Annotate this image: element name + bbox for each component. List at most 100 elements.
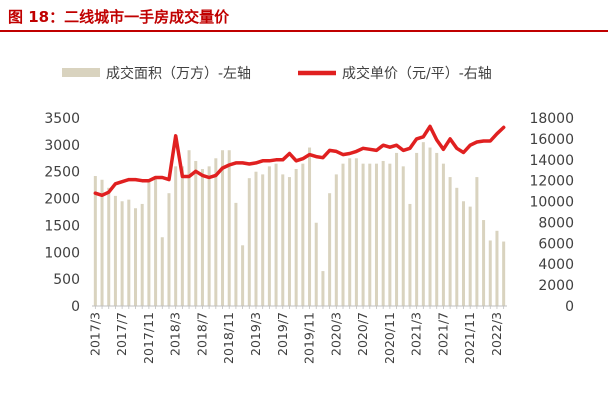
line-point bbox=[248, 163, 250, 165]
left-tick-label: 0 bbox=[71, 299, 80, 315]
bar bbox=[368, 163, 372, 306]
bar bbox=[154, 176, 158, 306]
bar bbox=[147, 179, 151, 306]
bar bbox=[448, 177, 452, 306]
line-point bbox=[355, 150, 357, 153]
bar bbox=[247, 178, 251, 306]
bar bbox=[334, 174, 338, 306]
legend-label-line: 成交单价（元/平）-右轴 bbox=[342, 65, 492, 82]
line-point bbox=[114, 183, 117, 185]
legend-swatch-bar bbox=[62, 68, 100, 77]
line-series bbox=[93, 124, 506, 198]
line-point bbox=[322, 157, 324, 159]
line-point bbox=[188, 175, 190, 178]
bar bbox=[134, 208, 138, 306]
bar bbox=[227, 150, 231, 306]
right-tick-label: 4000 bbox=[538, 257, 574, 273]
bar bbox=[167, 193, 171, 306]
bar bbox=[475, 177, 479, 306]
bar bbox=[120, 201, 124, 306]
x-tick-label: 2021/11 bbox=[462, 312, 477, 364]
bar bbox=[207, 166, 211, 306]
line-point bbox=[108, 191, 110, 193]
line-point bbox=[255, 162, 257, 164]
line-point bbox=[288, 152, 291, 155]
legend-label-bar: 成交面积（万方）-左轴 bbox=[106, 65, 251, 82]
line-point bbox=[362, 147, 364, 149]
bar bbox=[254, 171, 258, 306]
left-tick-label: 3500 bbox=[44, 111, 80, 127]
line-point bbox=[369, 148, 371, 150]
bar bbox=[267, 166, 271, 306]
line-point bbox=[476, 141, 478, 143]
bar bbox=[100, 179, 104, 306]
bar bbox=[408, 203, 412, 306]
bar bbox=[482, 220, 486, 306]
right-tick-label: 10000 bbox=[529, 195, 574, 211]
bar bbox=[348, 158, 352, 306]
bar bbox=[341, 163, 345, 306]
bar bbox=[113, 195, 117, 306]
right-tick-label: 2000 bbox=[538, 278, 574, 294]
line-point bbox=[134, 179, 137, 181]
line-point bbox=[489, 140, 491, 142]
line-point bbox=[154, 176, 157, 179]
line-point bbox=[422, 136, 424, 138]
line-point bbox=[141, 180, 143, 182]
bar bbox=[261, 174, 265, 306]
bar bbox=[401, 166, 405, 306]
x-tick-label: 2020/11 bbox=[382, 312, 397, 364]
x-tick-label: 2019/11 bbox=[302, 312, 317, 364]
left-tick-label: 3000 bbox=[44, 138, 80, 154]
right-tick-label: 16000 bbox=[529, 132, 574, 148]
bar bbox=[468, 206, 472, 306]
bar bbox=[388, 163, 392, 306]
legend: 成交面积（万方）-左轴 成交单价（元/平）-右轴 bbox=[62, 65, 492, 82]
line-point bbox=[242, 162, 244, 164]
left-tick-label: 1500 bbox=[44, 218, 80, 234]
price-line bbox=[93, 124, 506, 198]
right-tick-label: 8000 bbox=[538, 215, 574, 231]
bar bbox=[214, 158, 218, 306]
right-tick-label: 6000 bbox=[538, 236, 574, 252]
bar bbox=[301, 163, 305, 306]
x-tick-label: 2018/11 bbox=[221, 312, 236, 364]
bar bbox=[321, 271, 325, 306]
line-point bbox=[168, 179, 170, 181]
left-tick-label: 500 bbox=[53, 272, 80, 288]
bar-series bbox=[93, 142, 506, 306]
bar bbox=[415, 152, 419, 306]
bar bbox=[495, 230, 499, 306]
bar bbox=[241, 245, 245, 306]
bar bbox=[107, 187, 111, 306]
line-point bbox=[315, 156, 317, 158]
line-point bbox=[208, 176, 210, 179]
line-point bbox=[429, 125, 431, 127]
bar bbox=[180, 166, 184, 306]
line-point bbox=[382, 144, 384, 146]
line-point bbox=[456, 147, 458, 149]
line-point bbox=[221, 167, 224, 169]
bar bbox=[354, 158, 358, 306]
bar bbox=[308, 147, 312, 306]
left-tick-label: 2000 bbox=[44, 192, 80, 208]
line-point bbox=[121, 181, 123, 183]
bar bbox=[200, 169, 204, 306]
bar bbox=[435, 152, 439, 306]
line-point bbox=[375, 149, 378, 151]
right-tick-label: 18000 bbox=[529, 111, 574, 127]
x-tick-label: 2021/3 bbox=[409, 312, 424, 356]
line-point bbox=[94, 192, 96, 194]
line-point bbox=[416, 138, 418, 140]
line-point bbox=[442, 148, 445, 150]
right-axis: 0 2000 4000 6000 8000 10000 12000 14000 16000 180… bbox=[529, 111, 574, 315]
bar bbox=[281, 174, 285, 306]
line-point bbox=[175, 135, 177, 137]
bar bbox=[421, 142, 425, 306]
figure-title: 图 18：二线城市一手房成交量价 bbox=[8, 8, 230, 26]
bar bbox=[488, 240, 492, 306]
left-axis: 0 500 1000 1500 2000 2500 3000 3500 bbox=[44, 111, 80, 315]
bar bbox=[328, 193, 332, 306]
line-point bbox=[436, 139, 438, 141]
line-point bbox=[148, 180, 150, 182]
